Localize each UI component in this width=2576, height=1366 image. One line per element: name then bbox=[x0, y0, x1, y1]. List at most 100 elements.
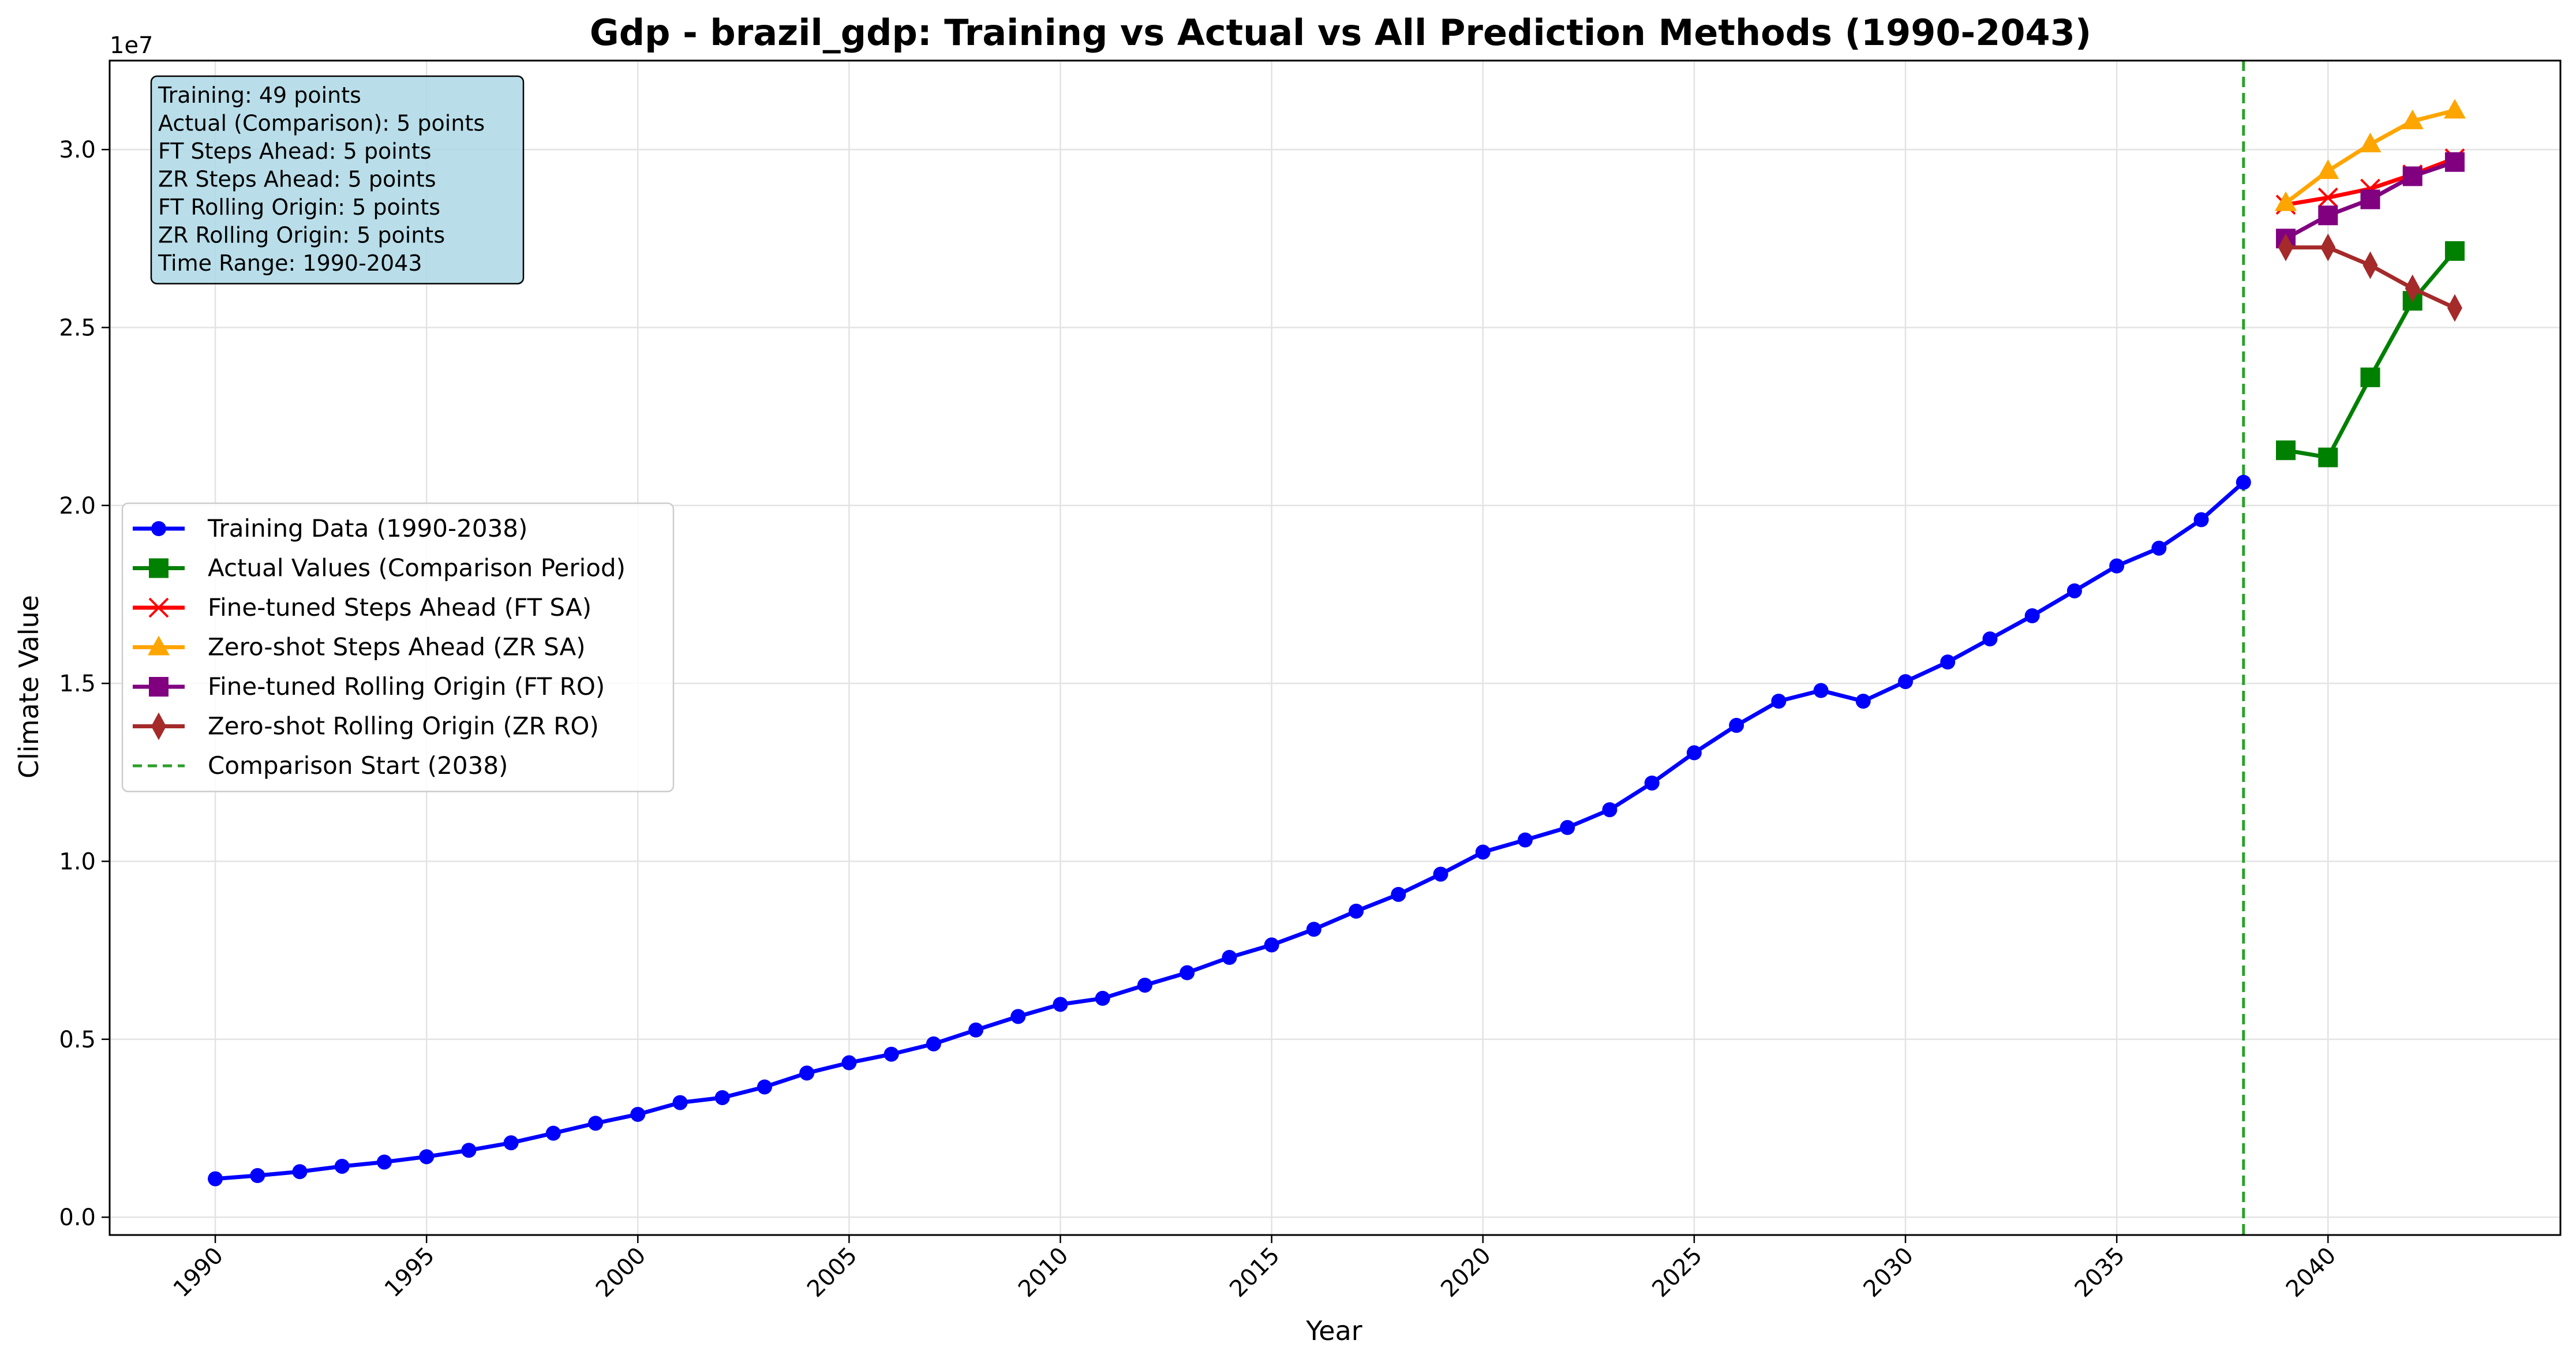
data-point bbox=[2444, 152, 2465, 172]
data-point bbox=[545, 1125, 561, 1141]
data-point bbox=[1602, 802, 1618, 818]
y-tick-label: 3.0 bbox=[59, 137, 96, 163]
data-point bbox=[2151, 540, 2167, 556]
y-tick-label: 1.0 bbox=[59, 849, 96, 875]
data-point bbox=[841, 1055, 857, 1071]
data-point bbox=[419, 1149, 435, 1165]
data-point bbox=[2402, 166, 2423, 186]
x-marker-stroke bbox=[148, 597, 169, 618]
y-tick-label: 0.0 bbox=[59, 1204, 96, 1231]
data-point bbox=[208, 1171, 223, 1187]
data-point bbox=[2360, 189, 2380, 209]
legend-label: Zero-shot Rolling Origin (ZR RO) bbox=[208, 712, 599, 740]
legend-entry: Zero-shot Rolling Origin (ZR RO) bbox=[133, 712, 599, 740]
legend-swatch-marker bbox=[151, 521, 166, 536]
data-point bbox=[2066, 583, 2082, 598]
data-point bbox=[1475, 844, 1491, 860]
data-point bbox=[926, 1036, 941, 1051]
data-point bbox=[2278, 233, 2294, 261]
info-box-line: ZR Steps Ahead: 5 points bbox=[158, 167, 436, 192]
data-point bbox=[1264, 937, 1279, 953]
data-point bbox=[1391, 886, 1406, 902]
data-point bbox=[1010, 1009, 1026, 1024]
legend-label: Actual Values (Comparison Period) bbox=[208, 554, 626, 582]
data-point bbox=[1518, 832, 1533, 848]
legend-label: Training Data (1990-2038) bbox=[207, 514, 527, 542]
data-point bbox=[1222, 950, 1237, 965]
legend-entry: Zero-shot Steps Ahead (ZR SA) bbox=[133, 633, 586, 661]
data-point bbox=[630, 1106, 646, 1122]
data-point bbox=[588, 1116, 604, 1131]
legend-entry: Fine-tuned Rolling Origin (FT RO) bbox=[133, 672, 605, 701]
data-point bbox=[2318, 447, 2338, 467]
legend-swatch-marker bbox=[148, 597, 169, 618]
legend-swatch-marker bbox=[151, 712, 166, 740]
plot-area: 1990 1995 2000 2005 2010 2015 2020 2025 2030 2035… bbox=[59, 59, 2562, 1303]
series-1 bbox=[2276, 241, 2465, 467]
data-point bbox=[968, 1022, 984, 1038]
data-point bbox=[799, 1065, 815, 1081]
legend-entry: Comparison Start (2038) bbox=[133, 751, 508, 780]
axes-frame bbox=[108, 59, 2562, 1236]
data-point bbox=[292, 1164, 308, 1180]
y-tick-label: 2.5 bbox=[59, 315, 96, 342]
series-5 bbox=[2278, 233, 2462, 322]
data-point bbox=[1771, 694, 1787, 709]
y-axis-label: Climate Value bbox=[13, 595, 44, 779]
data-point bbox=[1306, 922, 1321, 937]
data-point bbox=[2109, 558, 2125, 574]
legend-label: Comparison Start (2038) bbox=[208, 751, 508, 780]
data-point bbox=[1560, 819, 1575, 835]
data-point bbox=[2317, 159, 2339, 179]
data-point bbox=[883, 1046, 899, 1062]
info-box: Training: 49 points Actual (Comparison): … bbox=[150, 75, 525, 285]
data-point bbox=[1053, 997, 1068, 1012]
info-box-line: ZR Rolling Origin: 5 points bbox=[158, 223, 445, 248]
data-point bbox=[2444, 241, 2465, 261]
info-box-line: Time Range: 1990-2043 bbox=[158, 250, 422, 276]
y-tick-label: 2.0 bbox=[59, 493, 96, 519]
data-point bbox=[1137, 978, 1152, 993]
info-box-frame bbox=[150, 75, 525, 285]
data-point bbox=[1644, 775, 1660, 791]
data-point bbox=[503, 1135, 519, 1151]
data-point bbox=[2024, 608, 2040, 623]
legend-frame bbox=[121, 502, 675, 792]
series-4 bbox=[2276, 152, 2465, 249]
data-point bbox=[2275, 191, 2297, 211]
legend-entry: Actual Values (Comparison Period) bbox=[133, 554, 626, 582]
data-point bbox=[1349, 903, 1364, 919]
data-point bbox=[2193, 512, 2209, 527]
legend-label: Zero-shot Steps Ahead (ZR SA) bbox=[208, 633, 586, 661]
data-point bbox=[1898, 674, 1914, 690]
data-point bbox=[2447, 294, 2462, 322]
series-3 bbox=[2275, 99, 2466, 211]
data-point bbox=[376, 1154, 392, 1170]
data-point bbox=[2320, 233, 2336, 261]
legend-entry: Training Data (1990-2038) bbox=[133, 514, 527, 542]
data-point bbox=[1686, 745, 1702, 761]
data-point bbox=[1095, 990, 1110, 1006]
data-point bbox=[714, 1090, 730, 1105]
legend-swatch-marker bbox=[149, 677, 169, 697]
data-point bbox=[2359, 132, 2382, 152]
info-box-line: Actual (Comparison): 5 points bbox=[158, 111, 485, 136]
data-point bbox=[2443, 99, 2466, 119]
data-point bbox=[757, 1079, 772, 1095]
data-point bbox=[2401, 109, 2424, 129]
info-box-line: FT Steps Ahead: 5 points bbox=[158, 139, 432, 164]
data-point bbox=[1433, 866, 1448, 882]
x-axis-label: Year bbox=[1305, 1315, 1362, 1346]
data-point bbox=[2318, 205, 2338, 226]
series-0 bbox=[208, 474, 2251, 1187]
y-tick-label: 0.5 bbox=[59, 1027, 96, 1053]
data-point bbox=[2360, 367, 2380, 387]
data-point bbox=[1855, 694, 1871, 709]
legend-swatch-marker bbox=[148, 635, 170, 656]
info-box-line: Training: 49 points bbox=[158, 83, 361, 108]
data-point bbox=[672, 1095, 688, 1110]
info-box-line: FT Rolling Origin: 5 points bbox=[158, 194, 440, 220]
data-point bbox=[461, 1143, 477, 1158]
chart-title: Gdp - brazil_gdp: Training vs Actual vs … bbox=[590, 12, 2091, 54]
